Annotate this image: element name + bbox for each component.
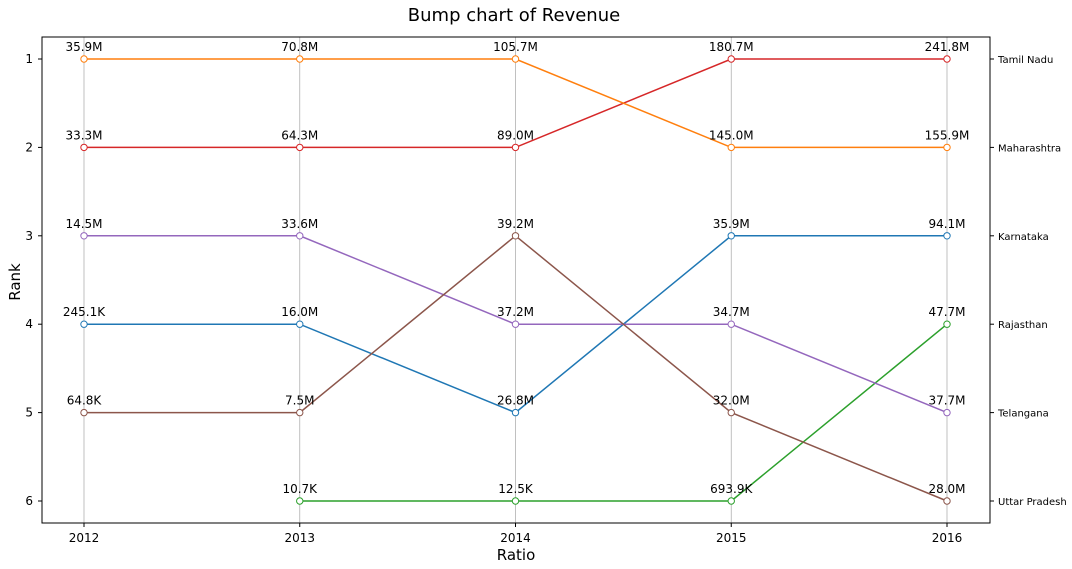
data-label: 33.3M bbox=[65, 128, 102, 142]
data-point bbox=[511, 55, 520, 63]
x-tick-label: 2012 bbox=[69, 531, 100, 545]
data-label: 37.2M bbox=[497, 305, 534, 319]
y-tick-label: 2 bbox=[25, 140, 33, 154]
y-tick-label: 1 bbox=[25, 52, 33, 66]
data-label: 245.1K bbox=[63, 305, 106, 319]
y-axis-ticks: 1 2 3 4 5 6 bbox=[25, 52, 42, 508]
data-label: 26.8M bbox=[497, 394, 534, 408]
grid-lines bbox=[83, 37, 948, 523]
right-axis-label: Maharashtra bbox=[998, 143, 1061, 154]
data-label: 28.0M bbox=[928, 482, 965, 496]
y-tick-label: 3 bbox=[25, 229, 33, 243]
data-point bbox=[296, 143, 304, 152]
data-point bbox=[296, 320, 304, 328]
x-tick-label: 2013 bbox=[284, 531, 315, 545]
data-label: 70.8M bbox=[281, 40, 318, 54]
data-label: 180.7M bbox=[709, 40, 754, 54]
data-point bbox=[943, 143, 951, 152]
series-line bbox=[299, 323, 948, 502]
right-axis-label: Tamil Nadu bbox=[997, 55, 1053, 66]
data-label: 34.7M bbox=[713, 305, 750, 319]
data-point bbox=[80, 143, 88, 152]
data-label: 64.3M bbox=[281, 128, 318, 142]
plot-frame bbox=[41, 36, 991, 524]
y-tick-label: 4 bbox=[25, 317, 33, 331]
data-label: 693.9K bbox=[710, 482, 753, 496]
series-points bbox=[80, 55, 951, 505]
x-tick-label: 2015 bbox=[716, 531, 747, 545]
y-axis-label: Rank bbox=[6, 263, 24, 301]
data-point bbox=[727, 497, 735, 505]
data-label: 14.5M bbox=[65, 217, 102, 231]
right-axis-label: Rajasthan bbox=[998, 320, 1048, 331]
x-axis-label: Ratio bbox=[497, 546, 536, 564]
data-point bbox=[727, 408, 735, 417]
data-label: 7.5M bbox=[285, 394, 314, 408]
data-point bbox=[943, 232, 951, 240]
data-point bbox=[727, 143, 735, 152]
x-tick-label: 2014 bbox=[500, 531, 531, 545]
data-label: 16.0M bbox=[281, 305, 318, 319]
data-label: 241.8M bbox=[925, 40, 970, 54]
data-point bbox=[511, 408, 520, 417]
data-label: 33.6M bbox=[281, 217, 318, 231]
x-tick-label: 2016 bbox=[932, 531, 963, 545]
data-point bbox=[727, 232, 735, 240]
data-point bbox=[727, 55, 735, 63]
data-point bbox=[943, 408, 951, 417]
right-axis-label: Uttar Pradesh bbox=[998, 497, 1067, 508]
data-point bbox=[511, 497, 520, 505]
data-label: 105.7M bbox=[493, 40, 538, 54]
data-point bbox=[296, 232, 304, 240]
data-label: 89.0M bbox=[497, 128, 534, 142]
data-point bbox=[80, 55, 88, 63]
data-point bbox=[943, 497, 951, 505]
chart-title: Bump chart of Revenue bbox=[408, 5, 620, 26]
data-point bbox=[296, 497, 304, 505]
data-point bbox=[943, 55, 951, 63]
data-label: 94.1M bbox=[928, 217, 965, 231]
data-point bbox=[511, 232, 520, 240]
data-point bbox=[727, 320, 735, 328]
data-point bbox=[511, 143, 520, 152]
data-label: 145.0M bbox=[709, 128, 754, 142]
data-point bbox=[80, 408, 88, 417]
data-label: 39.2M bbox=[497, 217, 534, 231]
data-label: 47.7M bbox=[928, 305, 965, 319]
data-labels: 33.3M 64.3M 89.0M 180.7M 241.8M 35.9M 70.8M 105… bbox=[63, 40, 969, 496]
data-label: 64.8K bbox=[67, 394, 103, 408]
data-point bbox=[943, 320, 951, 328]
data-point bbox=[80, 232, 88, 240]
data-label: 32.0M bbox=[713, 394, 750, 408]
data-label: 37.7M bbox=[928, 394, 965, 408]
data-point bbox=[296, 408, 304, 417]
x-axis-ticks: 2012 2013 2014 2015 2016 bbox=[69, 523, 963, 545]
right-axis-labels: Tamil Nadu Maharashtra Karnataka Rajasthan T… bbox=[990, 55, 1067, 508]
data-label: 12.5K bbox=[498, 482, 534, 496]
y-tick-label: 5 bbox=[25, 406, 33, 420]
data-label: 155.9M bbox=[925, 128, 970, 142]
data-point bbox=[296, 55, 304, 63]
data-label: 10.7K bbox=[282, 482, 318, 496]
right-axis-label: Telangana bbox=[997, 409, 1049, 420]
right-axis-label: Karnataka bbox=[998, 232, 1049, 243]
data-point bbox=[80, 320, 88, 328]
data-point bbox=[511, 320, 520, 328]
y-tick-label: 6 bbox=[25, 494, 33, 508]
data-label: 35.9M bbox=[713, 217, 750, 231]
data-label: 35.9M bbox=[65, 40, 102, 54]
